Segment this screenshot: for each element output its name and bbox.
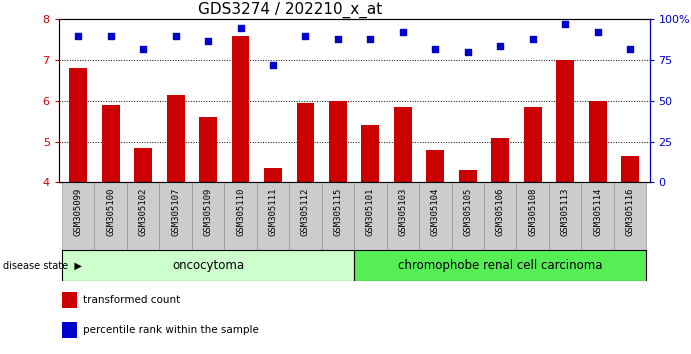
Text: GSM305114: GSM305114 [593, 188, 602, 236]
Bar [199, 117, 217, 182]
Point [300, 33, 311, 39]
Text: GSM305103: GSM305103 [398, 188, 407, 236]
Bar [296, 103, 314, 182]
Text: GSM305115: GSM305115 [333, 188, 343, 236]
Bar [329, 101, 347, 182]
Text: GSM305113: GSM305113 [560, 188, 569, 236]
Bar [459, 170, 477, 182]
Bar [549, 182, 581, 250]
Bar [491, 137, 509, 182]
Bar [102, 105, 120, 182]
Bar [69, 68, 87, 182]
Text: GSM305112: GSM305112 [301, 188, 310, 236]
Bar [484, 182, 516, 250]
Bar [322, 182, 354, 250]
Point [267, 62, 278, 68]
Point [332, 36, 343, 42]
Bar [524, 107, 542, 182]
Point [560, 22, 571, 27]
Bar [419, 182, 451, 250]
Bar [621, 156, 639, 182]
Bar [160, 182, 192, 250]
Bar [516, 182, 549, 250]
Bar [167, 95, 184, 182]
Bar [589, 101, 607, 182]
Bar [354, 250, 646, 281]
Point [527, 36, 538, 42]
Text: percentile rank within the sample: percentile rank within the sample [83, 325, 259, 335]
Bar [231, 36, 249, 182]
Bar [361, 125, 379, 182]
Text: GSM305099: GSM305099 [74, 188, 83, 236]
Point [105, 33, 116, 39]
Text: GSM305100: GSM305100 [106, 188, 115, 236]
Point [202, 38, 214, 44]
Text: GSM305102: GSM305102 [139, 188, 148, 236]
Point [495, 43, 506, 48]
Text: GSM305107: GSM305107 [171, 188, 180, 236]
Text: GSM305109: GSM305109 [204, 188, 213, 236]
Text: oncocytoma: oncocytoma [172, 259, 244, 272]
Bar [192, 182, 225, 250]
Bar [225, 182, 257, 250]
Bar [451, 182, 484, 250]
Bar [62, 250, 354, 281]
Text: chromophobe renal cell carcinoma: chromophobe renal cell carcinoma [398, 259, 603, 272]
Point [430, 46, 441, 52]
Bar [556, 60, 574, 182]
Text: GSM305106: GSM305106 [495, 188, 504, 236]
Point [73, 33, 84, 39]
Text: GSM305110: GSM305110 [236, 188, 245, 236]
Bar [614, 182, 646, 250]
Bar [62, 182, 95, 250]
Bar [257, 182, 290, 250]
Bar [426, 150, 444, 182]
Bar [290, 182, 322, 250]
Text: disease state  ▶: disease state ▶ [3, 261, 82, 270]
Bar [581, 182, 614, 250]
Bar [62, 322, 77, 338]
Bar [264, 168, 282, 182]
Bar [394, 107, 412, 182]
Bar [127, 182, 160, 250]
Text: GDS3274 / 202210_x_at: GDS3274 / 202210_x_at [198, 2, 382, 18]
Text: GSM305116: GSM305116 [625, 188, 634, 236]
Text: GSM305104: GSM305104 [430, 188, 439, 236]
Point [397, 30, 408, 35]
Bar [386, 182, 419, 250]
Point [592, 30, 603, 35]
Text: GSM305111: GSM305111 [269, 188, 278, 236]
Point [138, 46, 149, 52]
Text: transformed count: transformed count [83, 295, 180, 306]
Point [462, 49, 473, 55]
Point [170, 33, 181, 39]
Point [365, 36, 376, 42]
Text: GSM305101: GSM305101 [366, 188, 375, 236]
Bar [354, 182, 386, 250]
Point [625, 46, 636, 52]
Bar [95, 182, 127, 250]
Bar [134, 148, 152, 182]
Bar [62, 292, 77, 308]
Text: GSM305108: GSM305108 [528, 188, 537, 236]
Point [235, 25, 246, 30]
Text: GSM305105: GSM305105 [463, 188, 472, 236]
